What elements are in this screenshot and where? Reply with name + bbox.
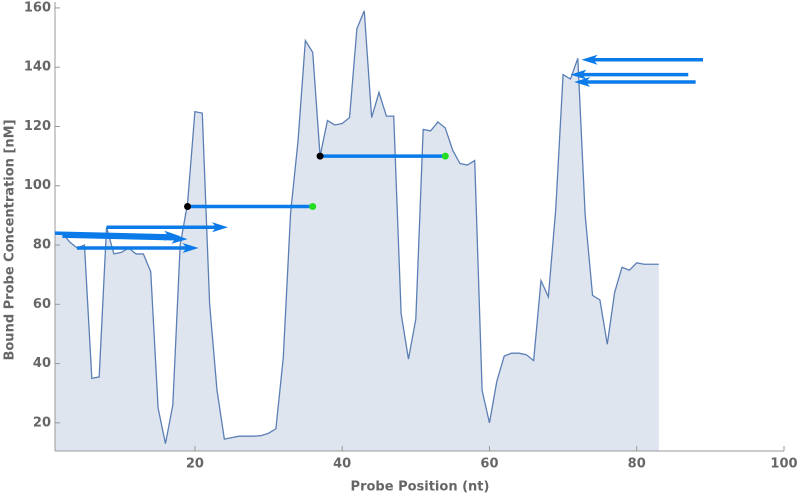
arrow-head (212, 222, 229, 233)
arrow (570, 69, 689, 80)
arrow-shaft (54, 231, 169, 238)
y-tick-label: 80 (33, 238, 51, 253)
y-tick-label: 100 (24, 178, 51, 193)
arrow-head (581, 54, 598, 65)
segment-start (316, 152, 324, 160)
segment-end (441, 152, 449, 160)
arrow-head (570, 69, 587, 80)
segment-start (184, 202, 192, 210)
y-tick-label: 20 (33, 415, 51, 430)
arrow (77, 242, 199, 253)
y-axis-label: Bound Probe Concentration [nM] (3, 119, 18, 360)
x-axis-label: Probe Position (nt) (351, 480, 490, 495)
arrow (106, 222, 229, 233)
arrow (574, 77, 696, 88)
x-tick-label: 60 (480, 457, 498, 472)
x-tick-label: 80 (628, 457, 646, 472)
arrow-shaft (62, 234, 176, 241)
data-line (55, 10, 659, 444)
x-tick-label: 40 (333, 457, 351, 472)
arrow-head (182, 242, 199, 253)
area-fill (55, 10, 659, 452)
arrow (581, 54, 703, 65)
arrow (62, 233, 188, 244)
y-tick-label: 60 (33, 297, 51, 312)
y-tick-label: 140 (24, 60, 51, 75)
x-tick-label: 20 (186, 457, 204, 472)
y-tick-label: 160 (24, 0, 51, 15)
arrow-head (574, 77, 591, 88)
x-tick-label: 100 (770, 457, 797, 472)
arrow-head (171, 233, 188, 244)
y-tick-label: 120 (24, 119, 51, 134)
y-tick-label: 40 (33, 356, 51, 371)
segment-end (309, 202, 317, 210)
